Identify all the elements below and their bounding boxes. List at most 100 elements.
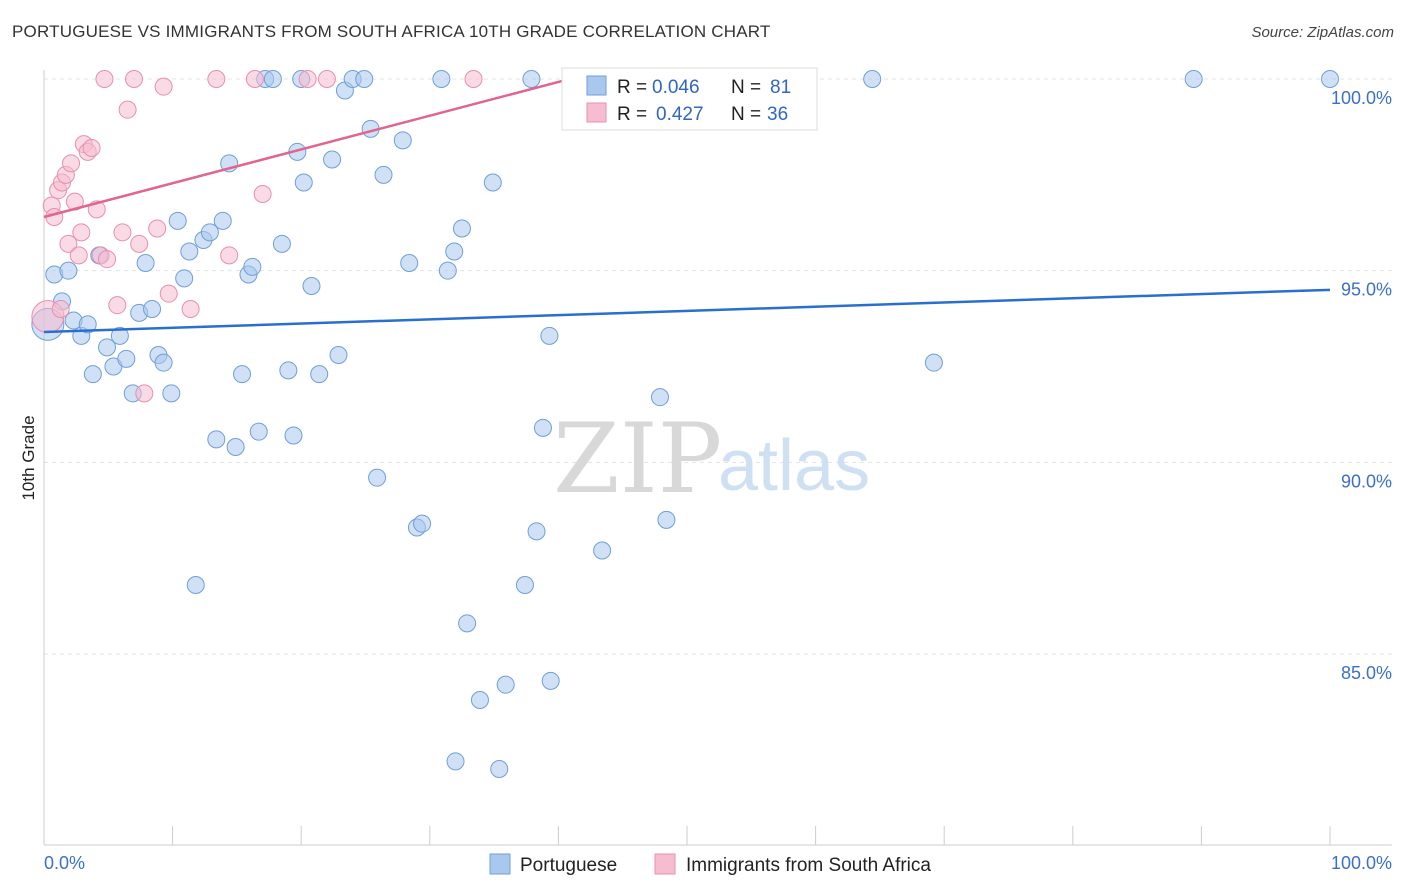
point-south-africa-16 [98,250,117,269]
bottom-legend-swatch-portuguese [489,853,511,875]
bottom-legend: Portuguese Immigrants from South Africa [489,853,931,876]
point-portuguese-15 [136,254,155,272]
y-axis-label: 10th Grade [19,415,38,500]
point-portuguese-79 [1321,70,1339,88]
point-south-africa-13 [82,139,101,157]
point-south-africa-22 [135,384,154,403]
point-portuguese-16 [143,300,162,318]
point-south-africa-31 [298,70,317,88]
data-points [31,70,1339,778]
point-portuguese-41 [302,277,321,295]
legend-n-value-south-africa: 36 [767,104,788,125]
legend-swatch-portuguese [586,75,607,96]
point-portuguese-63 [496,675,515,694]
point-portuguese-23 [186,576,205,594]
point-portuguese-52 [400,254,419,272]
legend-r-label-portuguese: R = [617,77,647,98]
y-tick-labels: 100.0% 95.0% 90.0% 85.0% [1331,88,1392,683]
point-portuguese-35 [263,70,282,88]
point-portuguese-38 [284,426,303,445]
point-portuguese-20 [168,211,187,230]
x-tick-label-min: 0.0% [44,853,85,873]
legend-swatch-south-africa [586,102,607,123]
point-portuguese-47 [355,70,374,88]
trend-line-portuguese [43,288,1331,334]
point-portuguese-73 [650,388,669,407]
point-south-africa-28 [220,246,239,265]
trend-lines [43,73,1331,334]
point-south-africa-33 [464,70,483,88]
point-portuguese-67 [527,522,546,541]
point-south-africa-27 [207,70,226,88]
point-portuguese-42 [310,365,329,384]
point-portuguese-3 [59,261,78,280]
point-portuguese-29 [226,438,245,456]
trend-line-south-africa [43,73,585,219]
point-portuguese-6 [78,315,97,334]
watermark-atlas: atlas [718,426,870,506]
point-portuguese-37 [279,361,298,380]
point-portuguese-66 [522,70,541,88]
point-south-africa-18 [113,223,132,242]
legend-n-label-south-africa: N = [731,104,761,125]
bottom-legend-label-south-africa: Immigrants from South Africa [686,855,931,876]
point-south-africa-17 [108,296,127,315]
point-south-africa-34 [95,70,114,88]
point-portuguese-61 [446,752,465,771]
point-portuguese-70 [541,671,560,690]
point-portuguese-55 [432,70,451,88]
point-south-africa-19 [118,100,137,119]
point-south-africa-24 [154,77,173,96]
point-south-africa-30 [253,185,272,203]
point-portuguese-56 [438,261,457,280]
point-portuguese-44 [329,346,348,364]
point-portuguese-54 [413,514,432,533]
legend-n-label-portuguese: N = [731,77,761,98]
point-south-africa-29 [245,70,264,88]
point-south-africa-10 [72,223,91,242]
point-portuguese-51 [393,131,412,150]
point-portuguese-65 [515,576,534,594]
legend-box: R = 0.046 N = 81 R = 0.427 N = 36 [561,67,818,131]
point-portuguese-18 [154,353,173,372]
x-ticks [43,826,1331,845]
point-portuguese-57 [445,242,464,261]
point-portuguese-11 [110,326,129,345]
point-portuguese-9 [98,338,117,357]
point-south-africa-35 [51,300,70,318]
bottom-legend-label-portuguese: Portuguese [520,855,617,876]
point-portuguese-30 [233,365,252,384]
point-south-africa-26 [181,300,200,318]
chart-source: Source: ZipAtlas.com [1251,24,1394,41]
legend-r-value-south-africa: 0.427 [656,104,704,125]
point-portuguese-76 [863,70,882,88]
chart-title: PORTUGUESE VS IMMIGRANTS FROM SOUTH AFRI… [12,22,771,41]
point-portuguese-19 [162,384,181,403]
point-south-africa-32 [317,70,336,88]
x-tick-label-max: 100.0% [1331,853,1392,873]
point-south-africa-21 [130,234,149,253]
legend-r-value-portuguese: 0.046 [652,77,700,98]
y-tick-label-3: 85.0% [1341,663,1392,683]
point-portuguese-74 [657,510,676,529]
point-portuguese-25 [200,223,219,242]
point-portuguese-33 [249,422,268,441]
point-portuguese-64 [490,760,509,778]
point-south-africa-7 [62,154,81,173]
y-tick-label-2: 90.0% [1341,471,1392,491]
point-south-africa-9 [69,246,88,265]
y-tick-label-1: 95.0% [1341,280,1392,300]
legend-n-value-portuguese: 81 [770,77,791,98]
legend-r-label-south-africa: R = [617,104,647,125]
point-portuguese-58 [452,219,471,238]
point-south-africa-6 [59,234,78,253]
point-south-africa-23 [148,219,167,238]
point-portuguese-78 [1184,70,1203,88]
point-portuguese-26 [207,430,226,449]
point-portuguese-71 [593,541,612,560]
point-portuguese-62 [483,173,502,192]
point-portuguese-40 [294,173,313,192]
watermark-zip: ZIP [553,403,722,515]
point-portuguese-36 [272,234,291,253]
